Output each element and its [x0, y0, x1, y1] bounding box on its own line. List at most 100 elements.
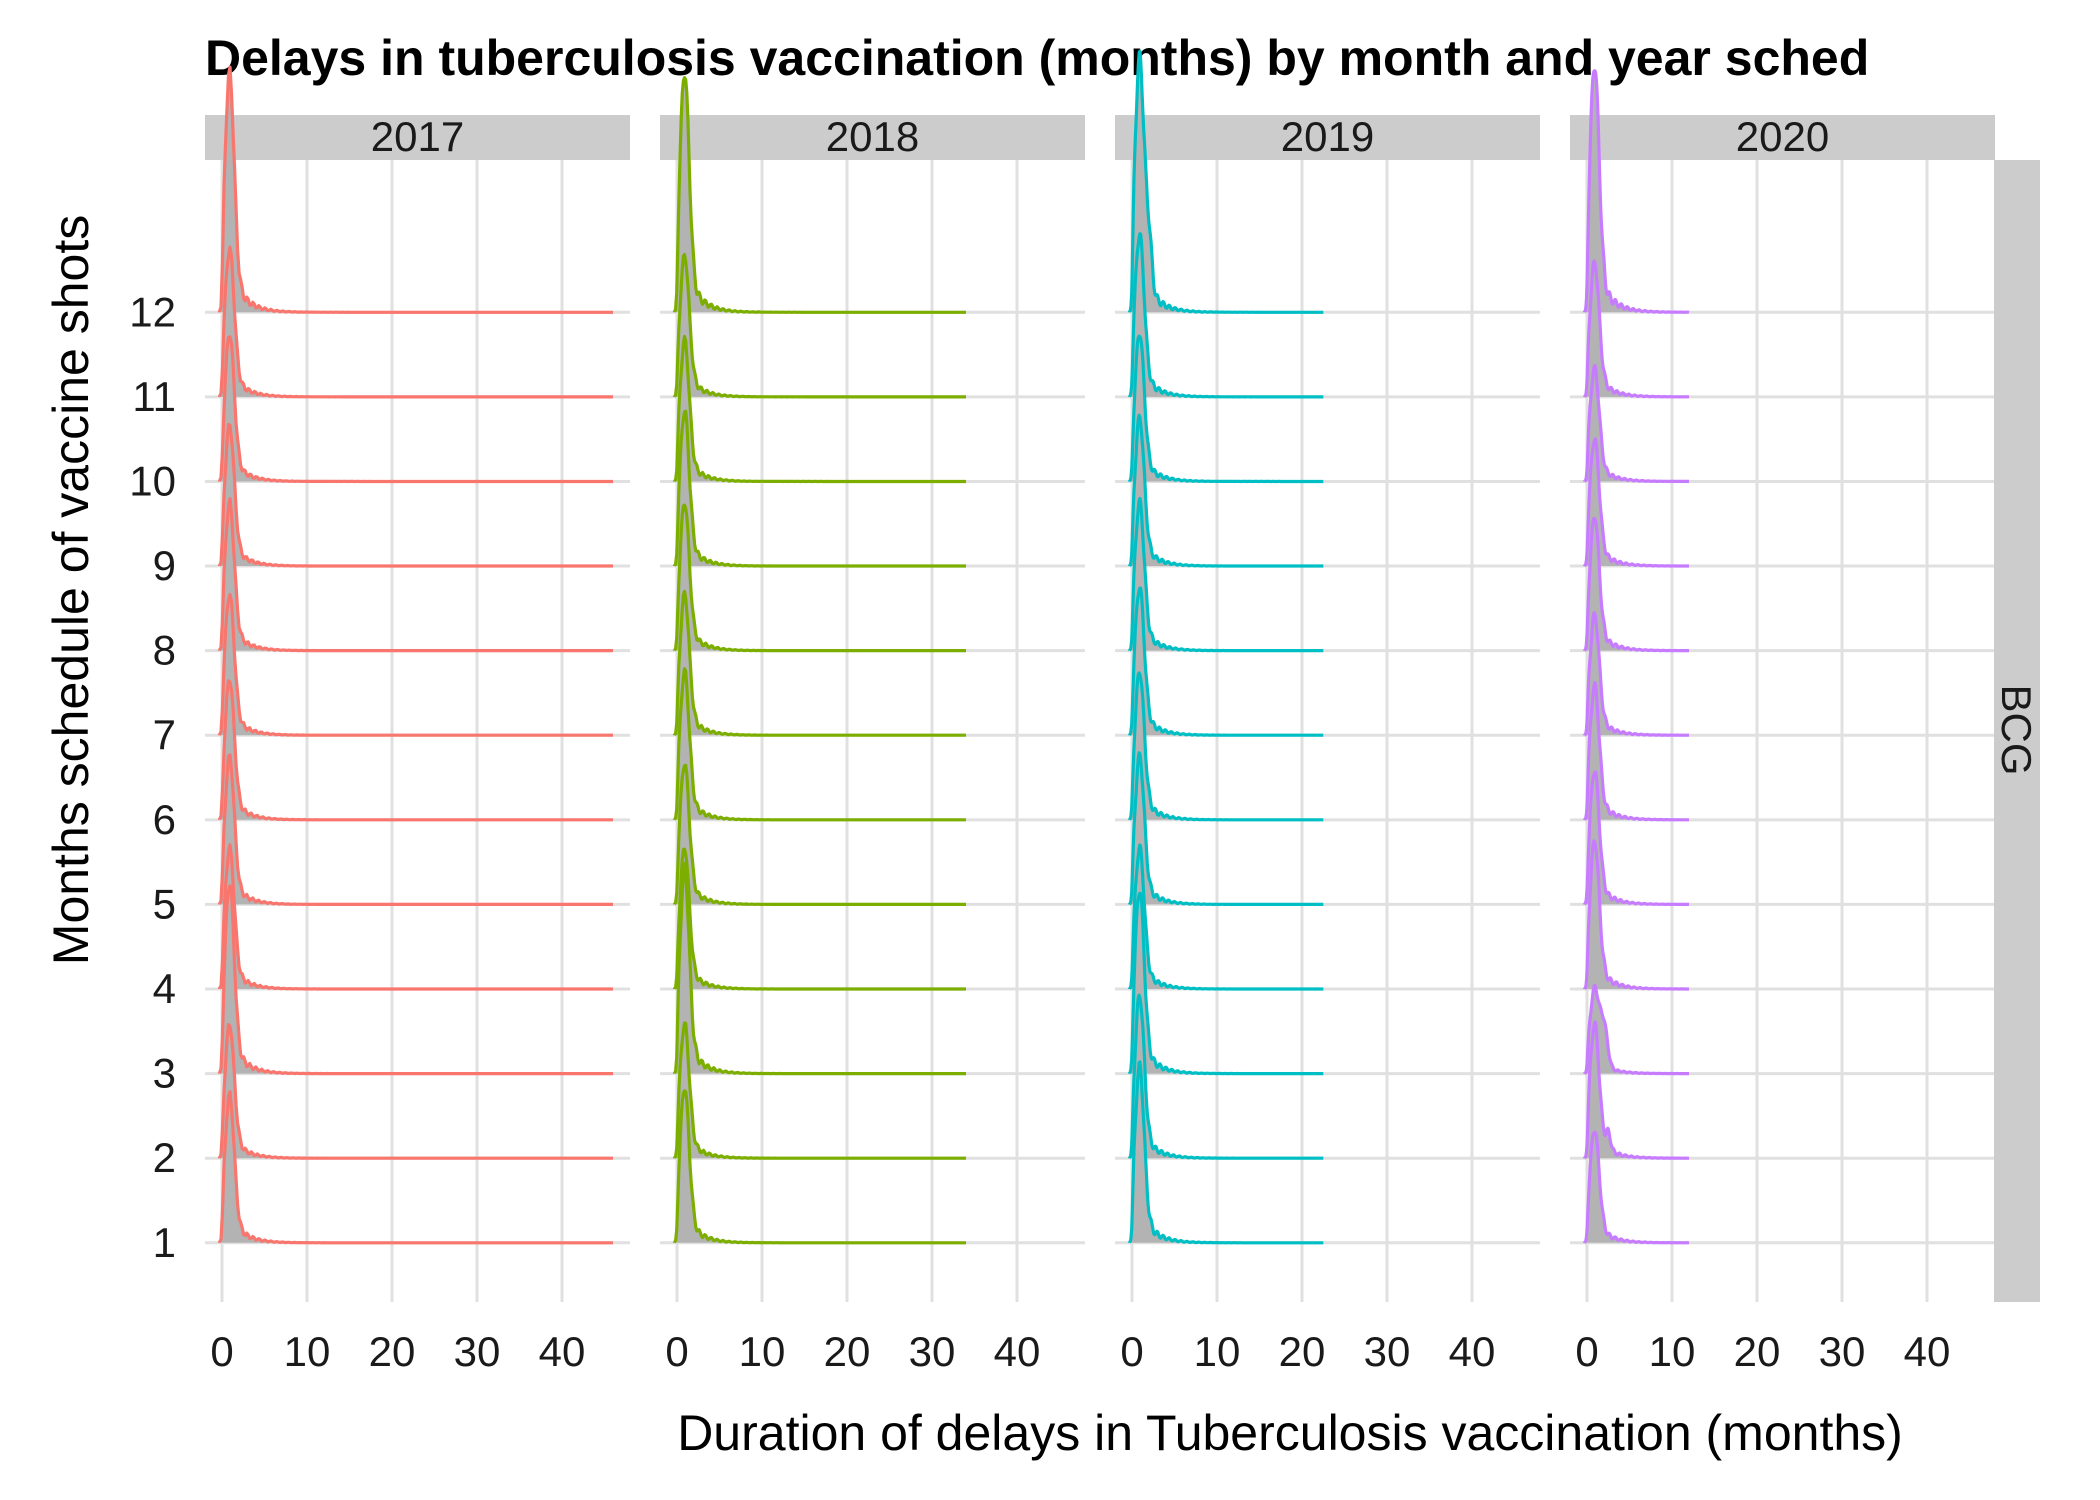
ridge-2017-month-1: [217, 1090, 614, 1245]
ridge-fill: [219, 67, 613, 313]
ridge-line: [672, 847, 967, 991]
panel-strip-label: 2017: [371, 113, 464, 160]
ridge-2017-month-3: [217, 884, 614, 1076]
ridge-line: [1582, 516, 1691, 653]
ridge-fill: [674, 254, 966, 397]
ridge-2018-month-8: [672, 503, 967, 653]
ridge-line: [672, 1089, 967, 1245]
panel-strip-label: 2019: [1281, 113, 1374, 160]
ridge-fill: [219, 844, 613, 989]
ridge-line: [217, 245, 614, 399]
ridge-2019-month-6: [1127, 671, 1325, 822]
ridge-line: [1127, 843, 1325, 991]
facet-row-strip: BCG: [1993, 160, 2040, 1302]
ridge-line: [217, 1022, 614, 1160]
y-tick-label: 7: [153, 711, 176, 758]
ridge-fill: [219, 247, 613, 397]
ridge-line: [1582, 983, 1691, 1076]
ridge-2019-month-8: [1127, 496, 1325, 653]
ridge-2018-month-2: [672, 1021, 967, 1160]
x-tick-label: 10: [284, 1328, 331, 1375]
x-tick-label: 0: [665, 1328, 688, 1375]
ridge-2018-month-12: [672, 76, 967, 314]
panel-grid: [1115, 160, 1540, 1302]
x-tick-label: 40: [539, 1328, 586, 1375]
panel-grid: [205, 160, 630, 1302]
y-tick-label: 1: [153, 1219, 176, 1266]
y-axis-label: Months schedule of vaccine shots: [43, 215, 99, 965]
ridge-2020-month-4: [1582, 839, 1691, 991]
ridge-fill: [219, 680, 613, 820]
ridge-line: [1582, 259, 1691, 399]
ridge-2019-month-11: [1127, 232, 1325, 399]
ridge-2019-month-5: [1127, 751, 1325, 906]
ridge-line: [1127, 1060, 1325, 1245]
ridge-line: [1127, 232, 1325, 399]
ridge-line: [217, 1090, 614, 1245]
ridge-line: [1582, 681, 1691, 822]
ridge-fill: [674, 77, 966, 313]
ridge-fill: [674, 336, 966, 482]
row-strip-background: [1994, 160, 2040, 1302]
ridge-fill: [674, 668, 966, 820]
ridge-fill: [1129, 995, 1324, 1159]
x-tick-labels: 0 10 20 30 40: [1120, 1328, 1495, 1375]
x-axis-label: Duration of delays in Tuberculosis vacci…: [677, 1405, 1903, 1461]
panel-grid: [1570, 160, 1995, 1302]
ridge-fill: [219, 1024, 613, 1159]
y-tick-label: 10: [129, 457, 176, 504]
chart-title: Delays in tuberculosis vaccination (mont…: [205, 30, 1869, 86]
x-tick-label: 30: [909, 1328, 956, 1375]
ridge-fill: [219, 885, 613, 1074]
x-tick-label: 30: [1364, 1328, 1411, 1375]
ridge-fill: [1129, 752, 1324, 905]
x-tick-label: 0: [210, 1328, 233, 1375]
y-tick-label: 3: [153, 1050, 176, 1097]
ridge-line: [1127, 671, 1325, 822]
ridge-fill: [219, 1091, 613, 1243]
ridge-line: [217, 497, 614, 653]
ridge-line: [217, 422, 614, 568]
y-tick-label: 2: [153, 1134, 176, 1181]
ridge-2018-month-5: [672, 763, 967, 906]
ridge-line: [1127, 334, 1325, 484]
ridge-line: [672, 76, 967, 314]
ridge-fill: [674, 863, 966, 1074]
x-tick-label: 40: [1449, 1328, 1496, 1375]
ridge-fill: [219, 336, 613, 482]
y-tick-label: 6: [153, 796, 176, 843]
ridge-line: [1127, 49, 1325, 314]
ridge-2019-month-2: [1127, 993, 1325, 1160]
x-tick-label: 0: [1120, 1328, 1143, 1375]
ridge-2019-month-12: [1127, 49, 1325, 314]
ridge-2017-month-5: [217, 753, 614, 906]
ridge-line: [1127, 751, 1325, 906]
x-tick-labels: 0 10 20 30 40: [210, 1328, 585, 1375]
ridge-2018-month-3: [672, 861, 967, 1076]
panel-strip-background: [205, 115, 630, 160]
ridge-line: [1582, 770, 1691, 906]
ridge-2017-month-6: [217, 679, 614, 822]
panel-strip-label: 2018: [826, 113, 919, 160]
y-tick-label: 9: [153, 542, 176, 589]
ridge-line: [1582, 839, 1691, 991]
ridge-line: [1127, 586, 1325, 737]
ridge-2017-month-7: [217, 592, 614, 737]
ridge-2017-month-4: [217, 843, 614, 991]
panel-2020: 2020 0 10 20 30 40: [1570, 69, 1995, 1375]
ridge-2017-month-12: [217, 65, 614, 314]
panel-strip: 2018: [660, 113, 1085, 160]
y-tick-label: 12: [129, 288, 176, 335]
ridge-fill: [1129, 336, 1324, 482]
ridge-2019-month-10: [1127, 334, 1325, 484]
panel-2019: 2019 0 10 20 30 40: [1115, 49, 1540, 1375]
ridge-2019-month-4: [1127, 843, 1325, 991]
ridge-line: [217, 884, 614, 1076]
ridge-fill: [674, 1023, 966, 1159]
ridge-line: [672, 503, 967, 653]
ridge-line: [1582, 611, 1691, 737]
ridge-line: [1582, 363, 1691, 484]
ridge-2017-month-11: [217, 245, 614, 399]
